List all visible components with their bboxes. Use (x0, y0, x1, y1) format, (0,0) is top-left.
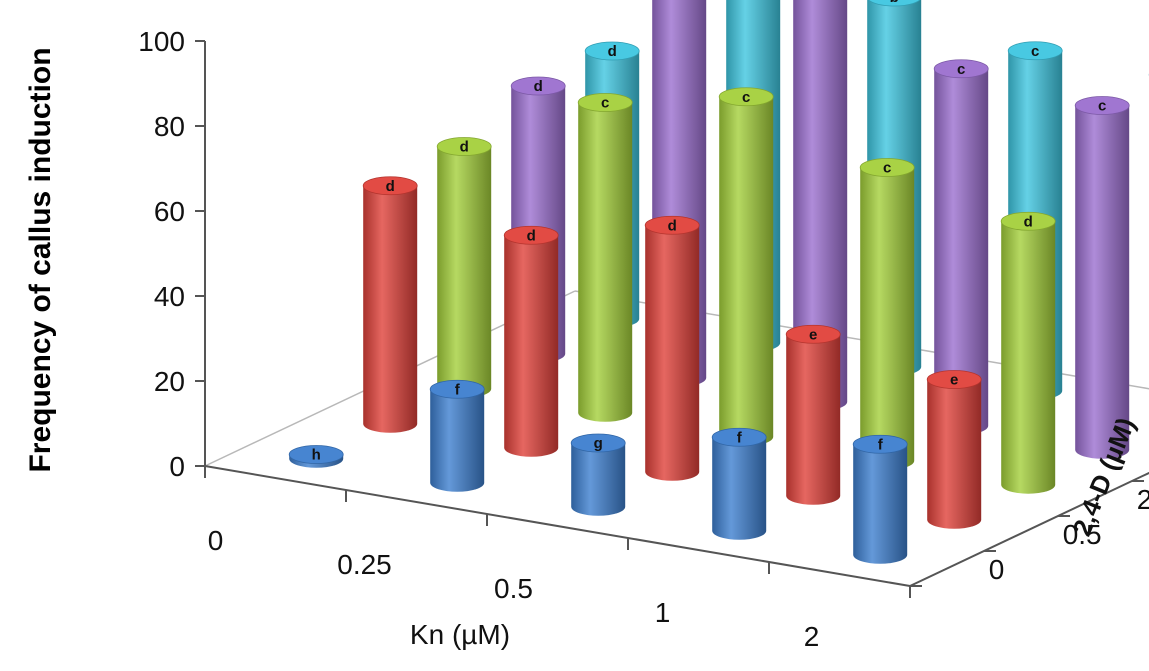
bar-top (785, 324, 841, 344)
bars-layer: dabbccdabaccdcccddddeehfgff (288, 0, 1149, 564)
bar-body (1001, 221, 1056, 494)
bar-top (926, 370, 982, 389)
bar-cylinder: c (859, 158, 915, 470)
bar-significance-label: f (455, 381, 461, 398)
y-tick-label: 60 (154, 196, 185, 227)
bar-body (934, 68, 989, 435)
bar-body (793, 0, 848, 411)
depth-tick-label: 0.5 (1063, 519, 1102, 550)
bar-cylinder: f (429, 379, 485, 492)
bar-body (853, 444, 908, 564)
bar-significance-label: h (312, 447, 321, 464)
bar-cylinder: d (644, 215, 700, 481)
bar-significance-label: f (737, 429, 743, 446)
bar-top (436, 137, 492, 156)
bar-significance-label: g (594, 435, 603, 452)
bar-top (852, 434, 908, 454)
bar-top (510, 76, 566, 96)
y-tick-label: 20 (154, 366, 185, 397)
bar-significance-label: d (460, 139, 469, 156)
bar-body (571, 443, 626, 516)
x-tick-label: 0 (208, 525, 224, 556)
bar-significance-label: c (883, 160, 891, 177)
bar-significance-label: b (890, 0, 899, 6)
bar-cylinder: c (933, 59, 989, 435)
bar-cylinder: c (718, 87, 774, 446)
x-tick-label: 1 (655, 597, 671, 628)
bar-top (503, 225, 559, 245)
bar-body (860, 167, 915, 470)
bar-significance-label: d (534, 78, 543, 95)
bar-top (711, 427, 767, 447)
bar-significance-label: d (608, 43, 617, 60)
bar-body (712, 437, 767, 540)
depth-axis-line (909, 471, 1149, 587)
bar-cylinder: f (852, 434, 908, 564)
bar-top (1007, 41, 1063, 61)
bar-top (868, 0, 921, 7)
bar-top (429, 379, 485, 399)
bar-top (1000, 211, 1056, 231)
bar-cylinder: d (503, 225, 559, 457)
x-tick-label: 0.5 (494, 573, 533, 604)
bar-significance-label: d (668, 217, 677, 234)
bar-body (437, 146, 492, 398)
bar-cylinder: d (362, 176, 418, 433)
bar-significance-label: d (527, 227, 536, 244)
y-tick-label: 0 (169, 451, 185, 482)
bar-cylinder: c (1074, 96, 1130, 459)
bar-significance-label: e (950, 372, 958, 389)
bar-body (1075, 105, 1130, 459)
y-tick-label: 40 (154, 281, 185, 312)
y-axis-title: Frequency of callus induction (24, 47, 57, 472)
bar-top (933, 59, 989, 79)
bar-significance-label: c (1098, 98, 1106, 115)
bar-cylinder: e (785, 324, 841, 505)
bar-significance-label: d (386, 178, 395, 195)
bar-cylinder: g (570, 433, 626, 516)
bar-cylinder: c (577, 93, 633, 422)
bar-body (645, 225, 700, 481)
bar-significance-label: f (878, 436, 884, 453)
bar-significance-label: d (1024, 213, 1033, 230)
bar-body (786, 334, 841, 505)
bar-significance-label: e (809, 326, 817, 343)
bar-body (578, 102, 633, 422)
bar-top (584, 41, 640, 61)
bar-cylinder: d (1000, 211, 1056, 494)
bar-top (644, 215, 700, 235)
bar-cylinder: f (711, 427, 767, 540)
bar-top (859, 158, 915, 177)
bar-body (430, 389, 485, 492)
x-tick-label: 2 (804, 621, 820, 652)
bar-significance-label: c (601, 95, 609, 112)
bar-significance-label: c (1031, 43, 1039, 60)
depth-tick-label: 0 (989, 554, 1005, 585)
x-tick-label: 0.25 (337, 549, 392, 580)
bar-top (570, 433, 626, 453)
bar-top (1074, 96, 1130, 115)
bar-top (362, 176, 418, 196)
bar-cylinder: e (926, 370, 982, 529)
bar-cylinder: h (288, 445, 344, 468)
bar-significance-label: c (742, 89, 750, 106)
bar-top (577, 93, 633, 112)
y-tick-label: 100 (138, 26, 185, 57)
bar-body (719, 96, 774, 446)
x-axis-line (204, 465, 911, 587)
bar-top (718, 87, 774, 107)
bar-body (927, 379, 982, 529)
x-axis-title: Kn (µM) (410, 619, 510, 650)
y-tick-label: 80 (154, 111, 185, 142)
bar-top (288, 445, 344, 464)
bar-body (363, 185, 418, 433)
bar-cylinder: d (436, 137, 492, 398)
bar-cylinder: a (793, 0, 848, 411)
bar-significance-label: c (957, 61, 965, 78)
bar-body (504, 235, 559, 457)
depth-tick-label: 2.5 (1137, 484, 1149, 515)
